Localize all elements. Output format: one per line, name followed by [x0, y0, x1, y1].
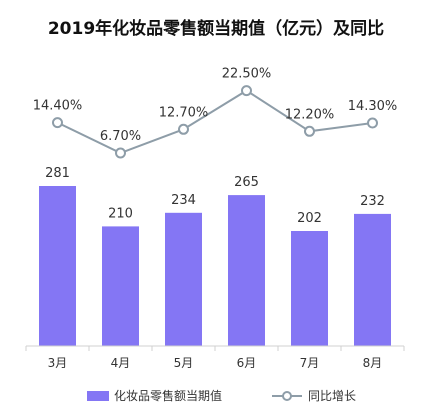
- line-layer: [52, 85, 378, 159]
- growth-point: [52, 117, 63, 129]
- bar-value-label: 281: [45, 166, 70, 181]
- bar-3月: [39, 186, 76, 346]
- bars-layer: [39, 186, 391, 346]
- x-tick-labels-layer: 3月 4月 5月 6月 7月 8月: [48, 356, 383, 370]
- line-labels-layer: 14.40% 6.70% 12.70% 22.50% 12.20% 14.30%: [33, 67, 398, 144]
- x-ticks-layer: [25, 346, 405, 351]
- growth-point: [115, 147, 126, 159]
- legend-bar-swatch: [87, 391, 109, 401]
- growth-value-label: 6.70%: [100, 129, 141, 144]
- legend-line-marker: [282, 391, 292, 401]
- bar-value-label: 232: [360, 194, 385, 209]
- bar-6月: [228, 195, 265, 346]
- growth-value-label: 14.30%: [348, 99, 398, 114]
- growth-value-label: 14.40%: [33, 99, 83, 114]
- bar-4月: [102, 226, 139, 346]
- bar-labels-layer: 281 210 234 265 202 232: [45, 166, 385, 226]
- x-tick-label: 6月: [237, 356, 257, 370]
- legend: 化妆品零售额当期值 同比增长: [87, 388, 356, 403]
- growth-point: [178, 123, 189, 135]
- bar-value-label: 265: [234, 175, 259, 190]
- bar-8月: [354, 213, 391, 346]
- bar-7月: [291, 231, 328, 346]
- growth-value-label: 12.70%: [159, 105, 209, 120]
- growth-point: [241, 85, 252, 97]
- bar-value-label: 210: [108, 206, 133, 221]
- x-tick-label: 4月: [111, 356, 131, 370]
- growth-value-label: 22.50%: [222, 67, 272, 82]
- x-tick-label: 7月: [300, 356, 320, 370]
- bar-value-label: 202: [297, 211, 322, 226]
- x-tick-label: 8月: [363, 356, 383, 370]
- growth-point: [304, 125, 315, 137]
- growth-value-label: 12.20%: [285, 107, 335, 122]
- legend-line-label: 同比增长: [308, 389, 356, 403]
- x-tick-label: 5月: [174, 356, 194, 370]
- bar-5月: [165, 212, 202, 346]
- chart-title: 2019年化妆品零售额当期值（亿元）及同比: [47, 19, 385, 39]
- x-tick-label: 3月: [48, 356, 68, 370]
- growth-point: [367, 117, 378, 129]
- legend-bar-label: 化妆品零售额当期值: [114, 388, 222, 403]
- growth-line: [57, 89, 373, 155]
- bar-value-label: 234: [171, 193, 196, 208]
